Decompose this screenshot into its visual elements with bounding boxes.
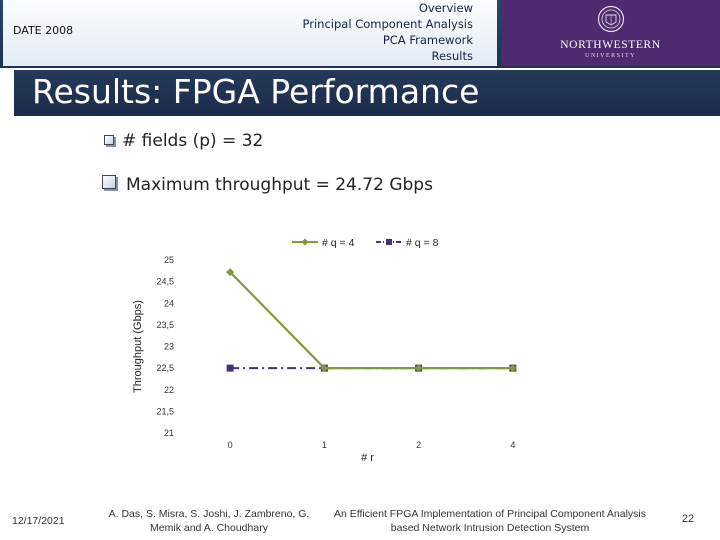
nav-item-results[interactable]: Results xyxy=(431,49,473,63)
legend-marker xyxy=(386,239,392,245)
university-seal-icon xyxy=(597,5,625,33)
data-point xyxy=(414,364,423,373)
slide-title: Results: FPGA Performance xyxy=(32,72,480,111)
page-number: 22 xyxy=(681,513,695,525)
x-tick-label: 4 xyxy=(510,440,515,450)
logo-subtitle: UNIVERSITY xyxy=(585,53,636,59)
series-line xyxy=(229,271,513,370)
nav-item-framework[interactable]: PCA Framework xyxy=(382,33,473,47)
checkbox-bullet-icon xyxy=(102,175,116,189)
bullet-text: Maximum throughput = 24.72 Gbps xyxy=(126,175,433,195)
data-point xyxy=(226,364,234,372)
legend-label: # q = 4 xyxy=(322,237,355,249)
header-light-panel xyxy=(3,0,497,66)
y-tick-label: 21,5 xyxy=(156,406,174,416)
x-axis-label: # r xyxy=(361,452,374,464)
footer-date: 12/17/2021 xyxy=(12,515,65,527)
legend-label: # q = 8 xyxy=(406,237,439,249)
footer-authors: A. Das, S. Misra, S. Joshi, J. Zambreno,… xyxy=(108,508,310,534)
y-tick-label: 22,5 xyxy=(156,363,174,373)
checkbox-bullet-icon xyxy=(104,135,114,145)
y-tick-label: 24,5 xyxy=(156,277,174,287)
y-tick-label: 25 xyxy=(164,255,174,265)
conference-label: DATE 2008 xyxy=(13,24,74,37)
nav-item-overview[interactable]: Overview xyxy=(418,1,473,15)
y-tick-label: 23,5 xyxy=(156,320,174,330)
data-point xyxy=(508,364,517,373)
y-axis-label: Throughput (Gbps) xyxy=(132,300,144,393)
x-tick-label: 0 xyxy=(228,440,233,450)
y-tick-label: 22 xyxy=(164,385,174,395)
bullet-text: # fields (p) = 32 xyxy=(122,131,264,151)
university-logo: NORTHWESTERN UNIVERSITY xyxy=(501,0,720,66)
nav-item-pca[interactable]: Principal Component Analysis xyxy=(302,17,473,31)
y-tick-label: 23 xyxy=(164,342,174,352)
y-tick-label: 21 xyxy=(164,428,174,438)
footer-paper-title: An Efficient FPGA Implementation of Prin… xyxy=(333,508,647,534)
data-point xyxy=(320,364,329,373)
data-point xyxy=(226,268,235,277)
x-tick-label: 1 xyxy=(322,440,327,450)
section-nav: Overview Principal Component Analysis PC… xyxy=(303,0,473,64)
bullet-throughput: Maximum throughput = 24.72 Gbps xyxy=(102,175,433,195)
bullet-fields: # fields (p) = 32 xyxy=(104,131,263,151)
y-tick-label: 24 xyxy=(164,298,174,308)
title-bar xyxy=(14,70,720,116)
logo-wordmark: NORTHWESTERN xyxy=(560,39,661,51)
legend-marker xyxy=(301,238,309,246)
x-tick-label: 2 xyxy=(416,440,421,450)
